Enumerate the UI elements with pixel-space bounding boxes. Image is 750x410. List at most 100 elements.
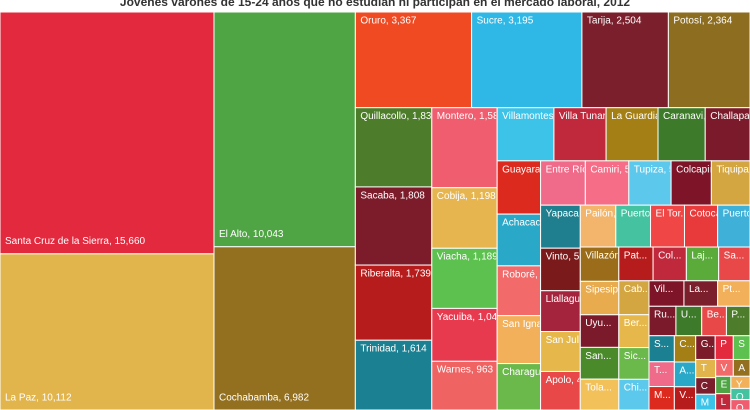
cell-label: S [738, 339, 745, 350]
treemap-cell [618, 347, 650, 380]
cell-label: O [736, 403, 744, 410]
cell-label: T... [654, 365, 667, 376]
treemap-cell [718, 246, 750, 282]
treemap-cell [354, 11, 473, 109]
cell-label: S... [654, 339, 669, 350]
treemap-cell [496, 315, 542, 365]
treemap-cell [540, 247, 581, 292]
cell-label: Tarija, 2,504 [587, 15, 642, 26]
cell-label: Achacachi,... [502, 218, 559, 229]
cell-label: Tupiza, 567 [634, 164, 686, 175]
cell-label: Roboré, 654 [502, 269, 557, 280]
cell-label: Caranavi, 759 [663, 111, 726, 122]
cell-label: C [701, 381, 708, 392]
cell-label: Ru... [654, 310, 675, 321]
cell-label: V... [679, 390, 693, 401]
cell-label: M [701, 398, 709, 409]
cell-label: La... [689, 284, 708, 295]
treemap-cell [605, 107, 659, 162]
treemap-cell [431, 307, 498, 362]
cell-label: San Ignacio,... [502, 319, 566, 330]
cell-label: Villazón,... [585, 250, 631, 261]
treemap-cell [683, 280, 719, 307]
treemap-cell [496, 107, 555, 162]
cell-label: El Alto, 10,043 [219, 229, 284, 240]
treemap-cell [657, 107, 706, 162]
cell-label: P [720, 339, 727, 350]
treemap-cell [431, 247, 498, 309]
cell-label: La Paz, 10,112 [5, 392, 72, 403]
treemap-cell [471, 11, 583, 109]
cell-label: Oruro, 3,367 [360, 15, 417, 26]
treemap-cell [213, 246, 356, 410]
treemap-cell [553, 107, 607, 162]
cell-label: Trinidad, 1,614 [360, 344, 427, 355]
treemap-cell [667, 11, 750, 109]
treemap-cell [628, 160, 672, 206]
cell-label: Sa... [724, 250, 745, 261]
cell-label: Be... [707, 310, 728, 321]
treemap-cell [496, 363, 542, 410]
treemap-cell [618, 314, 650, 349]
treemap-cell [354, 186, 433, 266]
chart-title: Jóvenes varones de 15-24 años que no est… [120, 0, 631, 9]
treemap-cell [675, 305, 703, 337]
treemap-cell [579, 204, 617, 248]
cell-label: La Guardia, 835 [611, 111, 683, 122]
cell-label: Yacuiba, 1,046 [437, 312, 503, 323]
cell-label: Tiquipaya, 518 [716, 164, 750, 175]
cell-label: Camiri, 583 [590, 164, 642, 175]
cell-label: C... [679, 339, 695, 350]
treemap-cell [540, 204, 581, 249]
cell-label: Charagua,... [502, 367, 557, 378]
treemap-cell [648, 305, 677, 337]
cell-label: Apolo, 463 [546, 375, 594, 386]
cell-label: Cochabamba, 6,982 [219, 392, 310, 403]
cell-label: Sucre, 3,195 [477, 15, 534, 26]
treemap-cell [701, 305, 727, 337]
cell-label: San... [585, 351, 611, 362]
treemap-cell [717, 280, 750, 307]
cell-label: Sacaba, 1,808 [360, 190, 425, 201]
treemap-cell [540, 160, 586, 206]
cell-label: V [721, 363, 728, 374]
treemap-cell [431, 360, 498, 410]
cell-label: Challapata,... [710, 111, 750, 122]
treemap-cell [354, 107, 433, 188]
cell-label: Puerto... [723, 209, 750, 220]
cell-label: El Tor... [656, 209, 689, 220]
treemap-cell [648, 361, 675, 388]
cell-label: Cobija, 1,198 [437, 191, 496, 202]
treemap-cell [704, 107, 750, 162]
treemap-cell [0, 253, 215, 410]
cell-label: P... [731, 310, 745, 321]
cell-label: Guayaramerín,... [502, 164, 577, 175]
cell-label: Cab... [624, 284, 651, 295]
treemap-cell [648, 335, 675, 363]
cell-label: Entre Ríos,... [546, 164, 604, 175]
cell-label: Riberalta, 1,739 [360, 268, 431, 279]
cell-label: Puerto... [621, 209, 659, 220]
cell-label: Villamontes, 913 [502, 111, 576, 122]
cell-label: Vinto, 511 [546, 252, 591, 263]
cell-label: San Julián... [546, 335, 601, 346]
cell-label: U... [681, 310, 697, 321]
cell-label: Chi... [624, 383, 647, 394]
cell-label: Llallagua,... [546, 294, 597, 305]
treemap-cell [540, 370, 581, 410]
cell-label: Sic... [624, 351, 646, 362]
cell-label: Quillacollo, 1,833 [360, 111, 437, 122]
treemap-cell [579, 378, 620, 410]
treemap-cell [496, 160, 542, 215]
cell-label: Tola... [585, 383, 612, 394]
cell-label: Pailón,... [585, 209, 624, 220]
cell-label: A... [679, 365, 694, 376]
cell-label: Yapacaní, 517 [546, 209, 610, 220]
treemap-cell [717, 204, 750, 248]
cell-label: Villa Tunari, 839 [559, 111, 631, 122]
cell-label: Cotoca,... [689, 209, 732, 220]
treemap-cell [581, 11, 669, 109]
cell-label: Uyu... [585, 318, 611, 329]
